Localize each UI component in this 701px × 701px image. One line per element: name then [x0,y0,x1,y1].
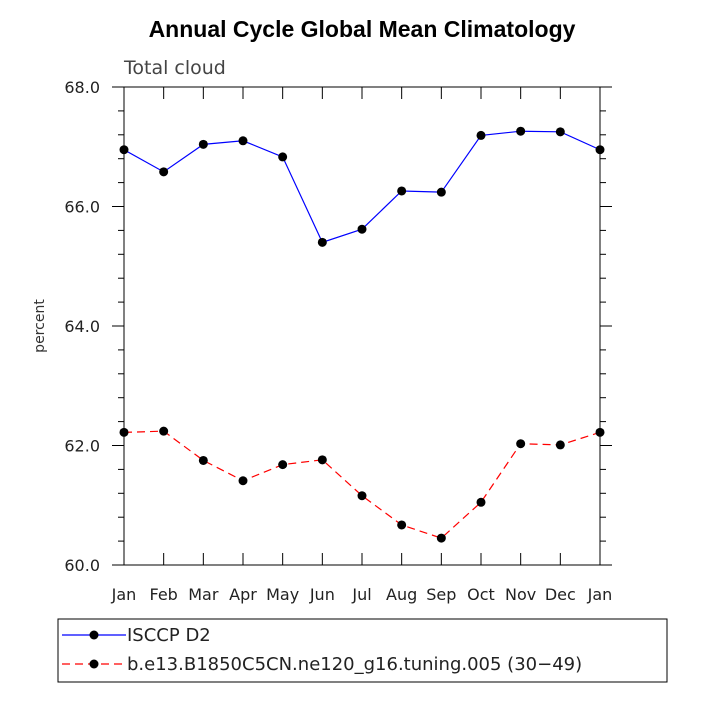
x-tick-label: Oct [467,585,495,604]
x-tick-label: Sep [426,585,456,604]
data-point [555,127,565,137]
x-tick-label: Jan [111,585,137,604]
data-point [476,497,486,507]
chart-subtitle: Total cloud [123,57,226,79]
y-tick-label: 68.0 [64,78,100,97]
plot-frame [123,86,601,566]
y-tick-label: 60.0 [64,556,100,575]
x-tick-label: Jun [309,585,335,604]
data-point [357,224,367,234]
data-point [476,130,486,140]
data-point [317,237,327,247]
series-line-1 [123,430,601,539]
y-tick-label: 62.0 [64,437,100,456]
data-point [436,533,446,543]
y-tick-label: 64.0 [64,317,100,336]
data-point [278,460,288,470]
y-axis-label: percent [32,299,48,353]
data-point [238,136,248,146]
data-point [238,476,248,486]
legend: ISCCP D2 b.e13.B1850C5CN.ne120_g16.tunin… [57,618,668,683]
data-point [555,440,565,450]
x-tick-label: Feb [150,585,178,604]
legend-label-model: b.e13.B1850C5CN.ne120_g16.tuning.005 (30… [127,654,582,675]
legend-frame [57,618,668,683]
x-tick-label: Dec [545,585,576,604]
x-tick-label: Apr [229,585,257,604]
x-tick-label: Nov [505,585,536,604]
data-point [436,187,446,197]
x-tick-label: Aug [386,585,417,604]
x-tick-label: Jul [351,585,371,604]
data-point [357,491,367,501]
data-point [159,426,169,436]
data-point [397,186,407,196]
data-point [198,455,208,465]
data-point [516,126,526,136]
legend-marker-isccp [89,630,99,640]
data-point [516,439,526,449]
data-point [198,139,208,149]
x-tick-label: May [266,585,299,604]
data-point [159,167,169,177]
legend-label-isccp: ISCCP D2 [127,625,211,646]
data-point [278,152,288,162]
y-tick-label: 66.0 [64,198,100,217]
legend-marker-model [89,659,99,669]
x-tick-label: Mar [188,585,219,604]
x-tick-label: Jan [587,585,613,604]
chart-title: Annual Cycle Global Mean Climatology [149,16,576,42]
data-point [397,520,407,530]
data-point [317,455,327,465]
